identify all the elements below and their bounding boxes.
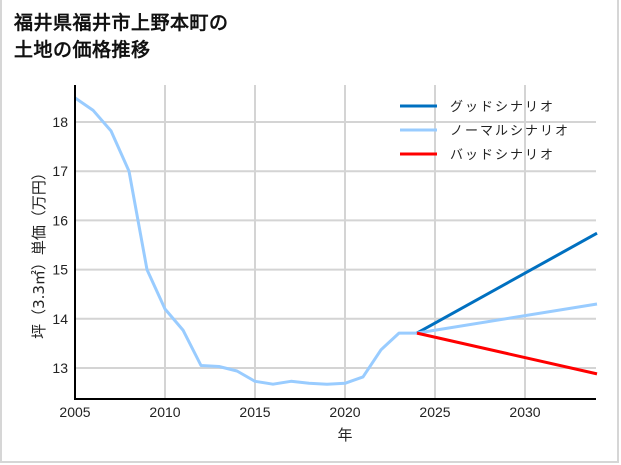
x-tick-label: 2025 xyxy=(419,404,450,420)
legend-label: バッドシナリオ xyxy=(450,148,555,163)
legend-label: グッドシナリオ xyxy=(450,100,555,115)
y-axis-label: 坪（3.3㎡）単価（万円） xyxy=(30,165,48,339)
legend-item-bad: バッドシナリオ xyxy=(400,148,555,163)
y-tick-label: 15 xyxy=(52,262,68,278)
history-line xyxy=(74,96,417,386)
tick-labels: 2005 2010 2015 2020 2025 2030 13 14 15 16 17 18 xyxy=(52,114,540,420)
legend-item-good: グッドシナリオ xyxy=(400,100,555,115)
legend-item-normal: ノーマルシナリオ xyxy=(400,124,570,139)
y-tick-label: 13 xyxy=(52,360,68,376)
bad-scenario-line xyxy=(416,331,598,376)
legend-label: ノーマルシナリオ xyxy=(450,124,570,139)
normal-scenario-line xyxy=(416,302,598,335)
x-tick-label: 2010 xyxy=(149,404,180,420)
y-tick-label: 16 xyxy=(52,212,68,228)
good-scenario-line xyxy=(416,231,598,335)
x-tick-label: 2015 xyxy=(239,404,270,420)
chart-title-line-2: 土地の価格推移 xyxy=(14,39,151,61)
y-tick-label: 14 xyxy=(52,311,68,327)
y-tick-label: 17 xyxy=(52,163,68,179)
axes xyxy=(74,85,596,400)
x-axis-label: 年 xyxy=(337,426,352,444)
chart-title-line-1: 福井県福井市上野本町の xyxy=(14,12,229,34)
grid-lines xyxy=(75,85,596,399)
y-tick-label: 18 xyxy=(52,114,68,130)
x-tick-label: 2020 xyxy=(329,404,360,420)
chart-title: 福井県福井市上野本町の 土地の価格推移 xyxy=(14,10,229,64)
data-lines xyxy=(74,96,598,386)
x-tick-label: 2005 xyxy=(59,404,90,420)
x-tick-label: 2030 xyxy=(509,404,540,420)
